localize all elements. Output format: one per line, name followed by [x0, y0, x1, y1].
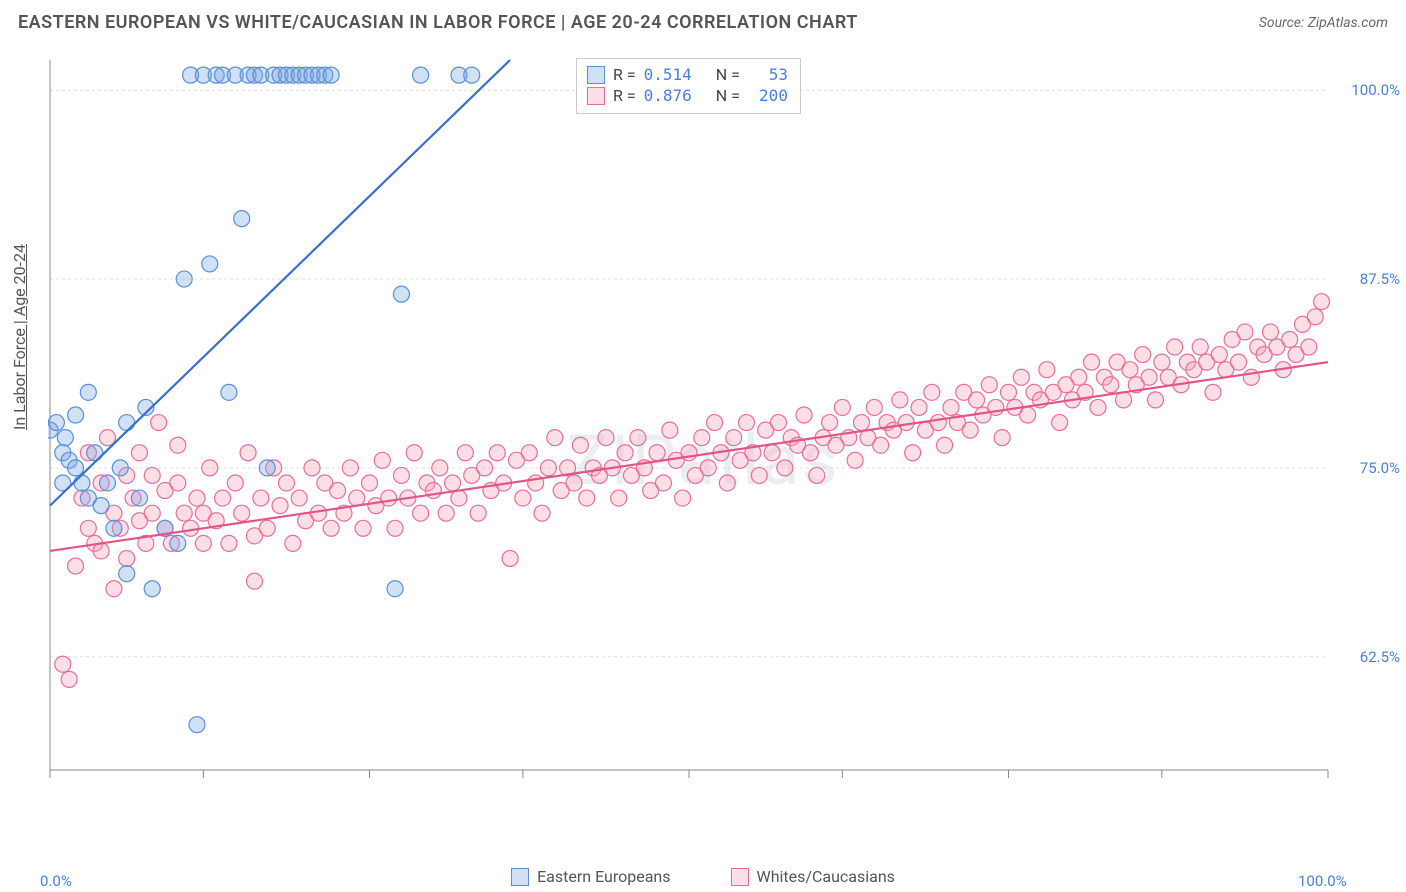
series-legend: Eastern Europeans Whites/Caucasians [0, 867, 1406, 886]
chart-header: EASTERN EUROPEAN VS WHITE/CAUCASIAN IN L… [18, 12, 1388, 33]
legend-item-eastern: Eastern Europeans [511, 867, 670, 886]
x-tick-label-right: 100.0% [1298, 872, 1347, 890]
swatch-eastern-icon [511, 868, 529, 886]
scatter-plot [48, 50, 1388, 810]
stats-row-eastern: R = 0.514 N = 53 [587, 65, 788, 84]
stats-row-white: R = 0.876 N = 200 [587, 86, 788, 105]
chart-source: Source: ZipAtlas.com [1259, 15, 1388, 31]
y-axis-title: In Labor Force | Age 20-24 [10, 244, 29, 430]
y-tick-label: 87.5% [1360, 270, 1400, 288]
swatch-eastern [587, 66, 605, 84]
plot-svg [48, 50, 1388, 810]
y-tick-label: 62.5% [1360, 648, 1400, 666]
chart-title: EASTERN EUROPEAN VS WHITE/CAUCASIAN IN L… [18, 12, 858, 33]
y-tick-label: 100.0% [1351, 81, 1400, 99]
swatch-white-icon [731, 868, 749, 886]
x-tick-label-left: 0.0% [40, 872, 72, 890]
y-tick-label: 75.0% [1360, 459, 1400, 477]
swatch-white [587, 87, 605, 105]
stats-legend: R = 0.514 N = 53 R = 0.876 N = 200 [576, 58, 801, 114]
legend-item-white: Whites/Caucasians [731, 867, 895, 886]
